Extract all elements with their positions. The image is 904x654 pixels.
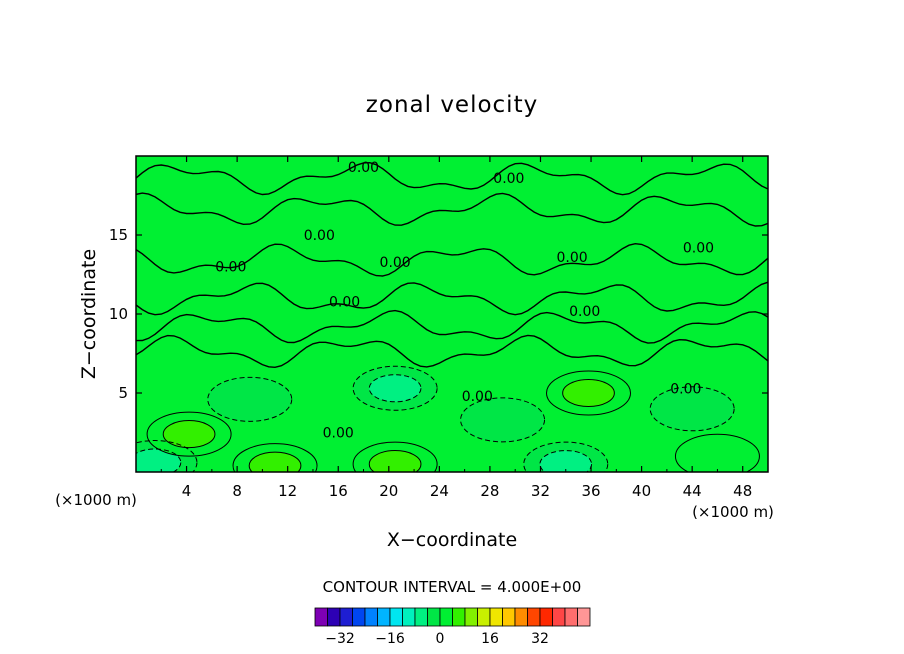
contour-label: 0.00 <box>569 304 600 320</box>
contour-fill <box>675 434 760 472</box>
colorbar-swatch <box>339 607 353 627</box>
colorbar-swatch <box>514 607 528 627</box>
y-tick-label: 5 <box>118 384 128 402</box>
contour-label: 0.00 <box>348 160 379 176</box>
zero-contour-line <box>136 242 768 277</box>
colorbar: −32 −16 0 16 32 <box>314 607 591 647</box>
contour-fill <box>562 379 615 407</box>
contour-line <box>248 451 302 472</box>
colorbar-swatch <box>389 607 403 627</box>
contour-interval-label: CONTOUR INTERVAL = 4.000E+00 <box>323 578 582 596</box>
contour-label: 0.00 <box>215 260 246 276</box>
chart-title: zonal velocity <box>366 92 538 118</box>
colorbar-swatch <box>364 607 378 627</box>
contour-line <box>460 397 546 443</box>
contour-line <box>162 420 216 449</box>
contour-label: 0.00 <box>380 255 411 271</box>
colorbar-swatch <box>452 607 466 627</box>
colorbar-swatch <box>477 607 491 627</box>
contour-line <box>146 411 232 457</box>
x-tick-label: 20 <box>379 482 398 500</box>
x-tick-label: 16 <box>329 482 348 500</box>
colorbar-swatch <box>414 607 428 627</box>
colorbar-swatch <box>564 607 578 627</box>
colorbar-swatch <box>464 607 478 627</box>
contour-line <box>368 374 422 403</box>
contour-line <box>232 443 318 472</box>
contour-fill <box>163 420 215 448</box>
contour-line <box>562 378 615 408</box>
colorbar-swatch <box>489 607 503 627</box>
x-tick-label: 44 <box>683 482 702 500</box>
colorbar-swatch <box>402 607 416 627</box>
x-tick-label: 40 <box>632 482 651 500</box>
contour-label: 0.00 <box>670 381 701 397</box>
zero-contour-line <box>136 334 768 369</box>
x-tick-label: 4 <box>182 482 192 500</box>
contour-line <box>674 433 760 472</box>
colorbar-tick-label: 32 <box>531 631 549 647</box>
contour-label: 0.00 <box>323 426 354 442</box>
colorbar-swatch <box>314 607 328 627</box>
x-axis-label: X−coordinate <box>387 529 517 551</box>
contour-fill <box>369 450 421 472</box>
plot-area: 0.00 0.00 0.00 0.00 0.00 0.00 0.00 0.00 0.00 0.00… <box>109 155 769 500</box>
contour-fill <box>369 374 421 402</box>
colorbar-swatch <box>327 607 341 627</box>
contour-label: 0.00 <box>556 250 587 266</box>
x-tick-label: 8 <box>232 482 242 500</box>
contour-line <box>539 450 593 472</box>
x-tick-label: 24 <box>430 482 449 500</box>
colorbar-swatch <box>352 607 366 627</box>
x-unit-label: (×1000 m) <box>692 503 774 521</box>
contour-fill <box>460 397 545 442</box>
y-axis-label: Z−coordinate <box>78 249 100 379</box>
contour-line <box>352 441 438 472</box>
zero-contour-line <box>136 192 768 227</box>
contour-label: 0.00 <box>683 241 714 257</box>
contour-line <box>136 440 198 472</box>
y-tick-label: 10 <box>109 305 128 323</box>
contour-line <box>207 376 293 422</box>
colorbar-swatch <box>427 607 441 627</box>
colorbar-swatch <box>539 607 553 627</box>
z-unit-label: (×1000 m) <box>55 491 137 509</box>
colorbar-swatch <box>439 607 453 627</box>
colorbar-swatch <box>502 607 516 627</box>
contour-fill <box>136 448 181 472</box>
contour-line <box>523 441 609 472</box>
contour-fill <box>539 450 592 472</box>
colorbar-swatch <box>577 607 591 627</box>
contour-label: 0.00 <box>462 389 493 405</box>
x-tick-label: 32 <box>531 482 550 500</box>
contour-line <box>352 365 438 411</box>
zero-contour-line <box>136 161 768 196</box>
contour-label: 0.00 <box>493 171 524 187</box>
contour-line <box>546 370 632 416</box>
colorbar-swatch <box>377 607 391 627</box>
contour-fill <box>650 386 735 431</box>
x-tick-label: 12 <box>278 482 297 500</box>
contour-label: 0.00 <box>329 294 360 310</box>
zero-contour-line <box>136 281 768 316</box>
y-tick-label: 15 <box>109 226 128 244</box>
contour-line <box>649 386 735 432</box>
zero-contour-line <box>136 309 768 344</box>
colorbar-tick-label: −16 <box>375 631 405 647</box>
colorbar-tick-label: −32 <box>325 631 355 647</box>
colorbar-swatch <box>527 607 541 627</box>
x-tick-label: 28 <box>480 482 499 500</box>
contour-fill <box>207 377 292 422</box>
contour-line <box>136 448 182 472</box>
contour-line <box>368 450 422 472</box>
colorbar-tick-label: 0 <box>436 631 445 647</box>
colorbar-swatch <box>552 607 566 627</box>
x-tick-label: 36 <box>581 482 600 500</box>
contour-label: 0.00 <box>304 228 335 244</box>
colorbar-tick-label: 16 <box>481 631 499 647</box>
x-tick-label: 48 <box>733 482 752 500</box>
